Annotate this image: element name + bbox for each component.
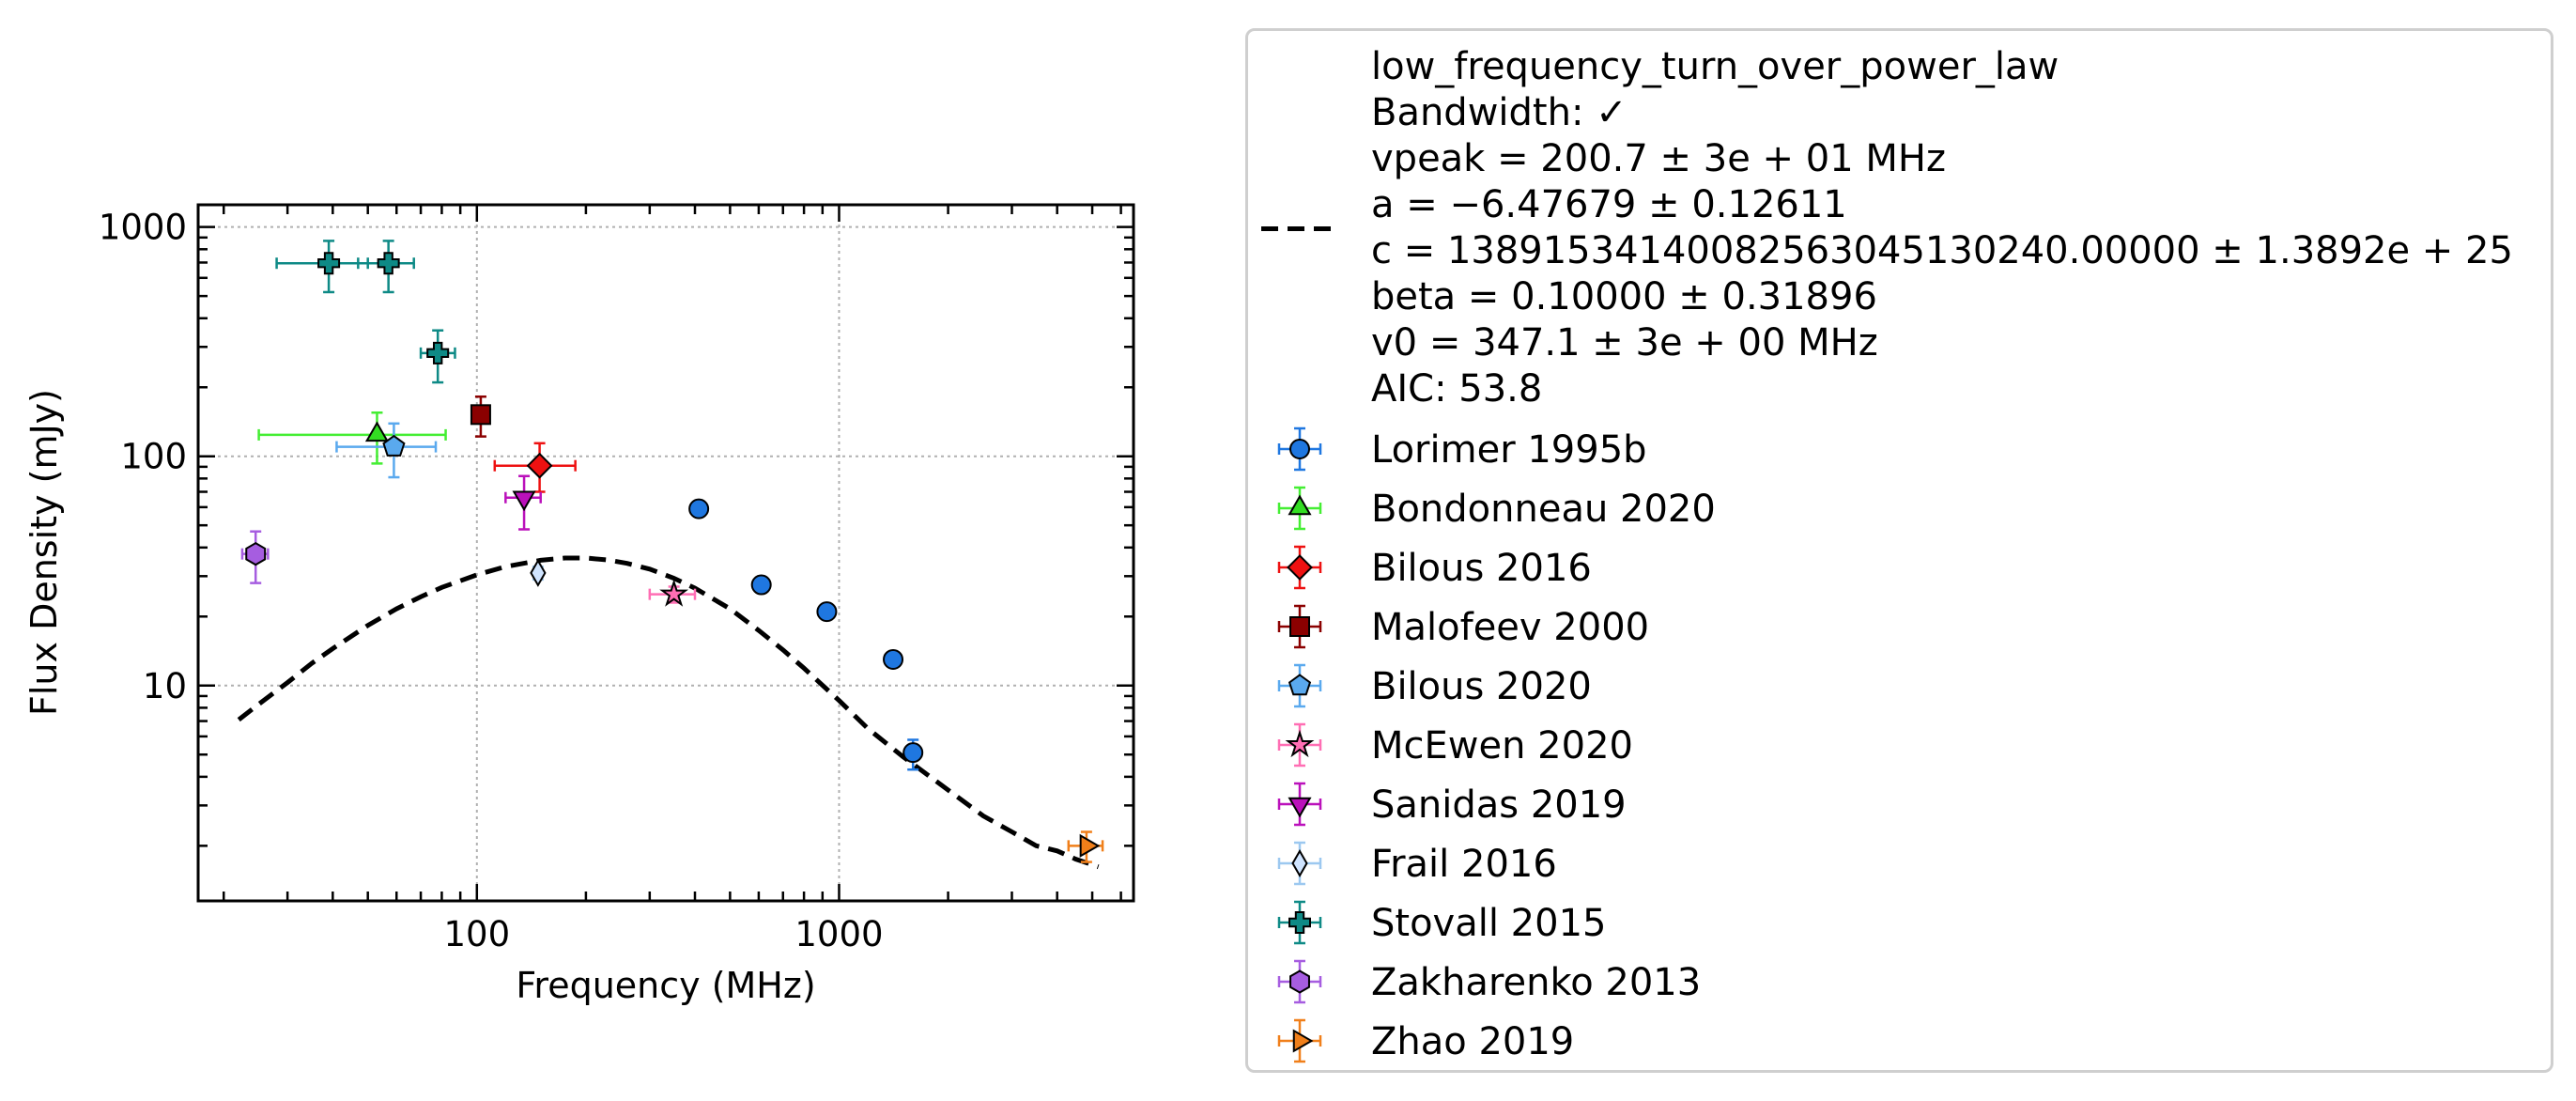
grid-lines [198,205,1134,901]
series-mcewen-2020 [648,579,697,607]
data-point [426,341,450,364]
tick-labels: 100 1000 10 100 1000 [99,208,884,954]
legend-entry: Stovall 2015 [1277,900,1606,945]
y-tick-label-10: 10 [143,666,187,706]
legend-entry: Lorimer 1995b [1277,426,1647,472]
legend-marker [1289,969,1310,994]
legend-label: Zakharenko 2013 [1371,961,1701,1004]
data-point [317,252,341,275]
series-stovall-2015 [275,240,456,384]
data-point [750,574,772,596]
legend-marker [1288,494,1312,516]
legend-marker [1292,1029,1314,1053]
axis-ticks [198,205,1134,901]
series-bilous-2020 [335,422,438,479]
series-malofeev-2000 [470,395,491,438]
data-point [245,542,267,566]
data-point [382,434,406,457]
data-point [364,421,390,442]
legend-entry: Bondonneau 2020 [1277,486,1716,531]
y-tick-label-100: 100 [120,437,187,477]
data-point [659,579,689,607]
data-point [512,490,536,512]
plot-area: 100 1000 10 100 1000 [99,203,1135,954]
legend-marker [1287,554,1313,581]
legend-label: Bilous 2020 [1371,665,1592,708]
legend-label: McEwen 2020 [1371,724,1633,768]
legend-marker [1289,439,1310,459]
legend-marker [1285,729,1315,758]
fit-curve [237,555,1100,870]
legend-fit-line: Bandwidth: ✓ [1371,91,1627,134]
data-point [883,648,904,670]
legend-entry: Zhao 2019 [1277,1018,1574,1063]
legend-fit-line: c = 13891534140082563045130240.00000 ± 1… [1371,229,2513,272]
legend-label: Stovall 2015 [1371,902,1606,945]
data-point [1079,833,1101,858]
legend-entry: Malofeev 2000 [1277,604,1649,649]
data-point [526,452,553,479]
legend-entry: Zakharenko 2013 [1277,959,1701,1004]
plot-frame [196,203,1135,903]
legend-content: low_frequency_turn_over_power_lawBandwid… [1261,45,2513,1063]
legend-label: Frail 2016 [1371,843,1557,886]
series-sanidas-2019 [504,474,542,531]
x-tick-label-1000: 1000 [794,914,883,954]
data-point [530,558,547,587]
legend-fit-line: a = −6.47679 ± 0.12611 [1371,183,1847,226]
legend-fit-line: vpeak = 200.7 ± 3e + 01 MHz [1371,137,1946,180]
data-points [240,240,1104,863]
legend-fit-line: beta = 0.10000 ± 0.31896 [1371,275,1877,318]
series-bilous-2016 [493,442,577,493]
legend-label: Zhao 2019 [1371,1020,1574,1063]
series-zakharenko-2013 [240,530,270,584]
legend-entry: Sanidas 2019 [1277,782,1627,827]
legend-marker [1288,911,1311,934]
data-point [902,742,924,764]
legend-label: Malofeev 2000 [1371,606,1649,649]
series-frail-2016 [530,558,547,587]
legend: low_frequency_turn_over_power_law Bandwid… [1245,28,2553,1073]
legend-marker [1289,616,1310,637]
legend-fit-line: v0 = 347.1 ± 3e + 00 MHz [1371,321,1878,364]
legend-label: Sanidas 2019 [1371,783,1627,827]
legend-entry: Frail 2016 [1277,841,1557,886]
legend-marker [1288,797,1312,818]
series-bondonneau-2020 [257,411,447,465]
legend-fit-line: low_frequency_turn_over_power_law [1371,45,2059,88]
legend-entry: McEwen 2020 [1277,722,1633,768]
legend-marker [1288,674,1312,696]
data-point [816,601,838,623]
series-zhao-2019 [1067,830,1104,863]
legend-label: Lorimer 1995b [1371,428,1647,472]
legend-fit-line: AIC: 53.8 [1371,367,1542,411]
data-point [688,498,710,519]
data-point [470,404,491,426]
legend-label: Bilous 2016 [1371,547,1592,590]
legend-entry: Bilous 2020 [1277,663,1592,708]
legend-entry: Bilous 2016 [1277,545,1592,590]
x-tick-label-100: 100 [443,914,510,954]
series-lorimer-1995b [688,498,924,771]
data-point [377,252,400,275]
y-tick-label-1000: 1000 [99,208,187,248]
legend-marker [1291,848,1308,878]
legend-label: Bondonneau 2020 [1371,488,1716,531]
x-axis-title: Frequency (MHz) [516,965,815,1006]
y-axis-title: Flux Density (mJy) [23,389,65,716]
